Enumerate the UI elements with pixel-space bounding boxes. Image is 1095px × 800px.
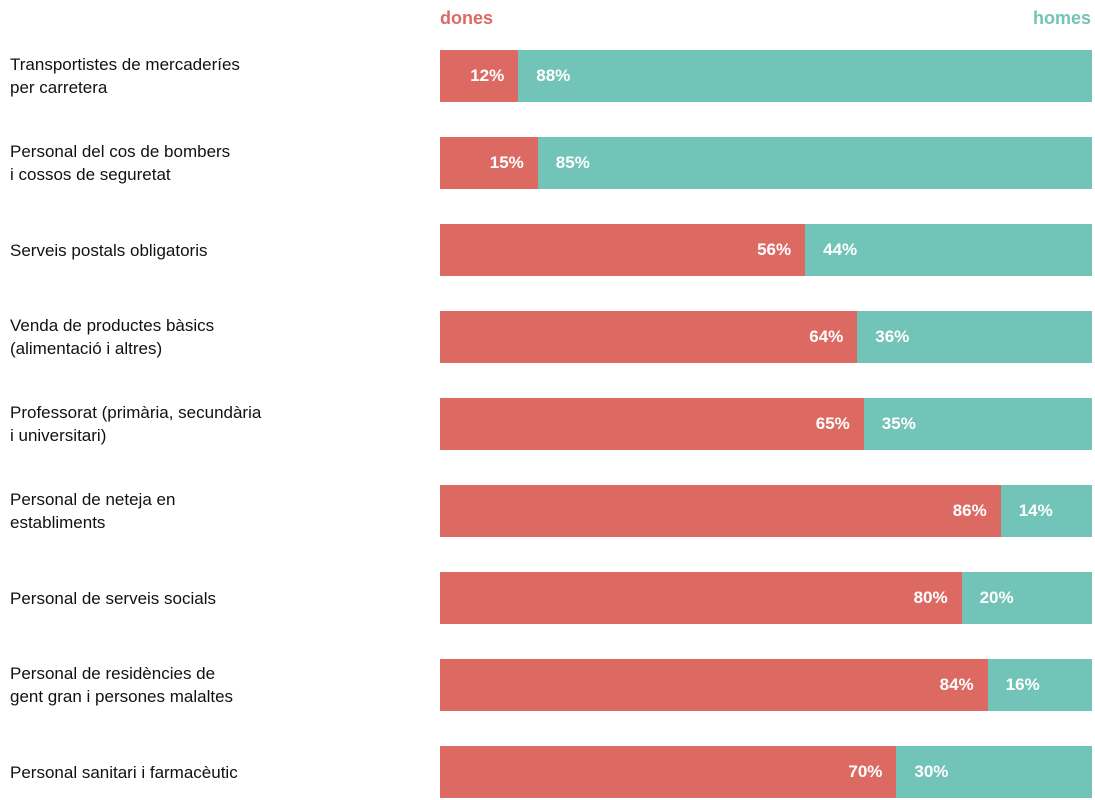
value-label: 14% [1018,501,1053,520]
value-label: 85% [555,153,590,172]
category-label: Personal de serveis socials [10,588,216,608]
legend-item: dones [440,8,494,28]
bar-segment [1000,485,1092,537]
value-label: 80% [913,588,948,607]
bar-segment [961,572,1092,624]
category-label: Venda de productes bàsics (alimentació i… [10,316,215,358]
value-label: 88% [536,66,571,85]
value-label: 84% [939,675,974,694]
bar-segment [440,398,864,450]
bar-segment [805,224,1092,276]
bar-segment [440,746,897,798]
value-label: 16% [1005,675,1040,694]
value-label: 12% [470,66,505,85]
value-label: 44% [823,240,858,259]
bar-segment [987,659,1092,711]
category-label: Personal del cos de bombers i cossos de … [10,142,231,184]
category-label: Transportistes de mercaderíes per carret… [10,55,240,97]
bar-segment [440,50,519,102]
legend-item: homes [1032,8,1091,28]
value-label: 35% [881,414,916,433]
bar-segment [863,398,1092,450]
value-label: 70% [848,762,883,781]
value-label: 64% [809,327,844,346]
bar-segment [896,746,1092,798]
value-label: 56% [757,240,792,259]
value-label: 36% [875,327,910,346]
bar-segment [440,659,988,711]
value-label: 30% [914,762,949,781]
bar-segment [537,137,1092,189]
value-label: 65% [815,414,850,433]
bar-segment [440,311,858,363]
bar-segment [857,311,1092,363]
value-label: 20% [979,588,1014,607]
bar-segment [440,224,806,276]
bar-segment [518,50,1092,102]
bar-segment [440,137,538,189]
value-label: 86% [952,501,987,520]
value-label: 15% [489,153,524,172]
bar-segment [440,572,962,624]
category-label: Personal de neteja en establiments [10,490,176,532]
category-label: Personal sanitari i farmacèutic [10,762,238,782]
bar-segment [440,485,1001,537]
category-label: Personal de residències de gent gran i p… [10,664,234,706]
category-label: Serveis postals obligatoris [10,240,208,260]
category-label: Professorat (primària, secundària i univ… [10,403,262,445]
